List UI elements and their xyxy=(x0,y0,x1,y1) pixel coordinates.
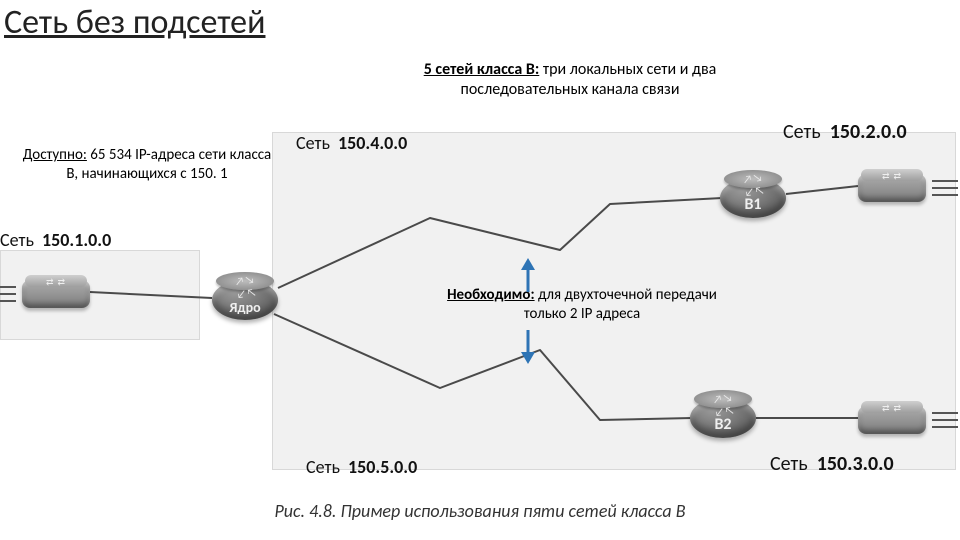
net-label-4: Сеть 150.3.0.0 xyxy=(770,452,894,476)
subtitle: 5 сетей класса В: три локальных сети и д… xyxy=(360,60,780,100)
net-label-3: Сеть 150.5.0.0 xyxy=(306,456,417,478)
net-label-0: Сеть 150.4.0.0 xyxy=(296,132,407,154)
arrow-up xyxy=(518,258,538,294)
switch-1: ⇄ ⇄ xyxy=(858,174,926,202)
needed-note: Необходимо: для двухточечной передачи то… xyxy=(432,286,732,324)
available-bold: Доступно: xyxy=(23,146,87,164)
page-title: Сеть без подсетей xyxy=(4,2,265,43)
switch-0: ⇄ ⇄ xyxy=(22,280,90,308)
router-В1: ↗ ↘↙ ↖В1 xyxy=(720,178,786,218)
switch-2: ⇄ ⇄ xyxy=(858,406,926,434)
figure-caption: Рис. 4.8. Пример использования пяти сете… xyxy=(0,500,960,522)
arrow-down xyxy=(518,330,538,366)
available-note: Доступно: 65 534 IP-адреса сети класса B… xyxy=(22,146,272,184)
available-rest: 65 534 IP-адреса сети класса B, начинающ… xyxy=(66,146,271,183)
subtitle-bold: 5 сетей класса В: xyxy=(424,60,540,79)
router-Ядро: ↗ ↘↙ ↖Ядро xyxy=(212,280,278,320)
net-label-2: Сеть 150.1.0.0 xyxy=(0,229,111,251)
router-В2: ↗ ↘↙ ↖В2 xyxy=(690,398,756,438)
net-label-1: Сеть 150.2.0.0 xyxy=(783,120,907,144)
needed-rest: для двухточечной передачи только 2 IP ад… xyxy=(524,286,717,323)
